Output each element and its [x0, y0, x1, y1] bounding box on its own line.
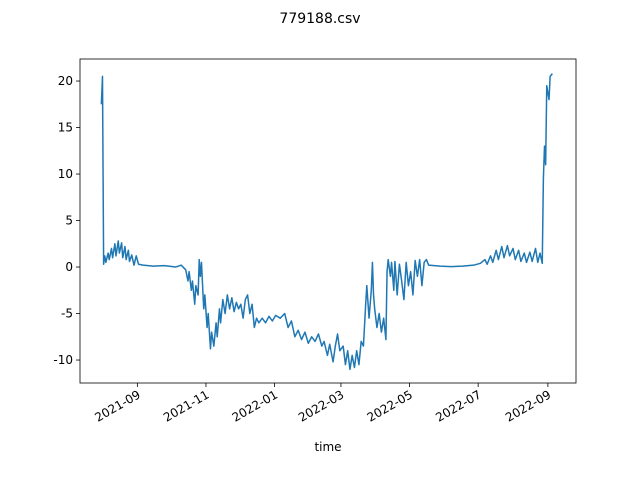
- x-tick-label: 2022-07: [433, 387, 483, 424]
- y-tick-label: -5: [61, 307, 73, 321]
- x-axis-label: time: [314, 440, 341, 454]
- y-tick-label: 0: [65, 260, 73, 274]
- plot-frame: [79, 58, 577, 384]
- y-tick-label: 5: [65, 214, 73, 228]
- x-tick-label: 2022-09: [503, 387, 553, 424]
- y-tick-label: -10: [53, 353, 73, 367]
- y-tick-label: 20: [58, 74, 73, 88]
- x-tick-label: 2022-01: [230, 387, 280, 424]
- y-tick-label: 15: [58, 121, 73, 135]
- x-tick-label: 2021-09: [92, 387, 142, 424]
- x-tick-label: 2022-05: [365, 387, 415, 424]
- x-tick-label: 2021-11: [161, 387, 211, 424]
- chart-title: 779188.csv: [279, 11, 360, 27]
- data-line: [100, 73, 553, 371]
- y-tick-label: 10: [58, 167, 73, 181]
- x-tick-label: 2022-03: [296, 387, 346, 424]
